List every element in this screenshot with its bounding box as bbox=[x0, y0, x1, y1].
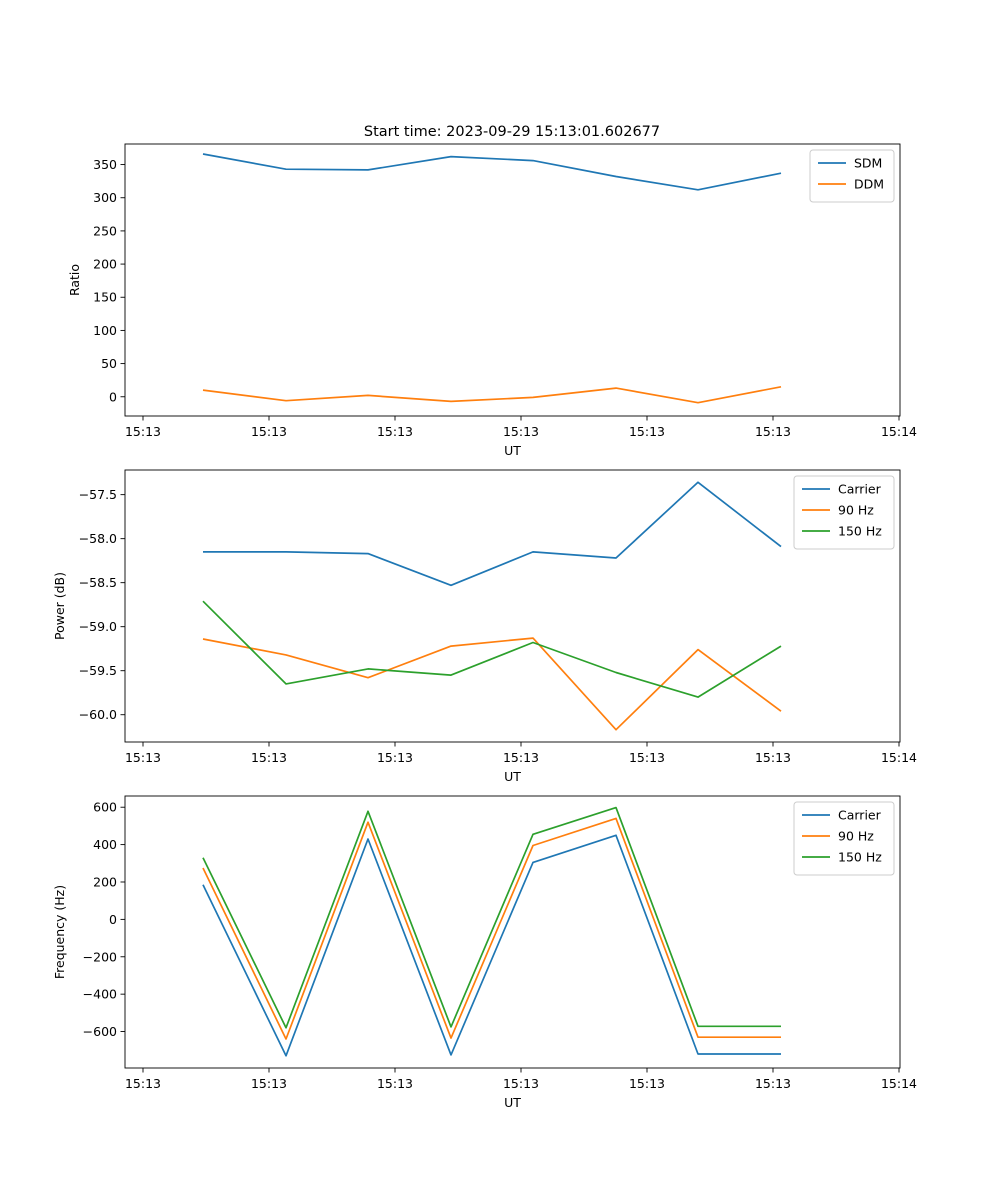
legend: SDM DDM bbox=[809, 149, 895, 203]
x-tick-label: 15:13 bbox=[377, 1076, 413, 1091]
series-line-carrier bbox=[202, 834, 781, 1057]
axes-frame bbox=[124, 143, 901, 417]
y-tick-label: 350 bbox=[93, 157, 117, 172]
series-line-90-hz bbox=[202, 817, 781, 1040]
x-tick-label: 15:13 bbox=[755, 1076, 791, 1091]
legend-label: Carrier bbox=[838, 808, 882, 823]
x-tick-label: 15:14 bbox=[881, 1076, 917, 1091]
series-line-ddm bbox=[202, 385, 782, 404]
y-axis-label: Ratio bbox=[67, 264, 82, 296]
x-tick-label: 15:13 bbox=[251, 1076, 287, 1091]
y-tick-label: 200 bbox=[93, 257, 117, 272]
y-tick-label: 400 bbox=[93, 837, 117, 852]
series-line-90-hz bbox=[202, 637, 782, 731]
x-tick-label: 15:13 bbox=[125, 424, 161, 439]
x-tick-label: 15:14 bbox=[881, 750, 917, 765]
series-line-sdm bbox=[202, 153, 782, 191]
y-tick-label: 50 bbox=[101, 356, 117, 371]
y-tick-label: 600 bbox=[93, 800, 117, 815]
y-axis-label: Power (dB) bbox=[52, 572, 67, 640]
figure-title: Start time: 2023-09-29 15:13:01.602677 bbox=[364, 124, 660, 140]
legend-label: SDM bbox=[854, 156, 882, 171]
legend-label: Carrier bbox=[838, 482, 882, 497]
chart-panel-1: 15:13 15:13 15:13 15:13 15:13 15:13 15:14 0 50 10… bbox=[67, 143, 917, 458]
y-tick-label: −59.0 bbox=[79, 619, 117, 634]
y-tick-label: −60.0 bbox=[79, 707, 117, 722]
legend-label: 90 Hz bbox=[838, 829, 874, 844]
y-tick-label: 150 bbox=[93, 290, 117, 305]
series-line-150-hz bbox=[202, 806, 781, 1029]
chart-panels: 15:13 15:13 15:13 15:13 15:13 15:13 15:14 0 50 10… bbox=[52, 143, 917, 1110]
x-tick-label: 15:14 bbox=[881, 424, 917, 439]
x-tick-label: 15:13 bbox=[629, 750, 665, 765]
y-tick-label: −59.5 bbox=[79, 663, 117, 678]
chart-panel-3: 15:13 15:13 15:13 15:13 15:13 15:13 15:14 −600 −… bbox=[52, 795, 917, 1110]
legend-label: 90 Hz bbox=[838, 503, 874, 518]
legend: Carrier 90 Hz 150 Hz bbox=[793, 475, 895, 550]
x-tick-label: 15:13 bbox=[377, 750, 413, 765]
y-tick-label: 200 bbox=[93, 874, 117, 889]
x-axis-label: UT bbox=[504, 769, 521, 784]
legend: Carrier 90 Hz 150 Hz bbox=[793, 801, 895, 876]
y-tick-label: −58.0 bbox=[79, 531, 117, 546]
y-tick-label: 250 bbox=[93, 223, 117, 238]
y-tick-label: −57.5 bbox=[79, 487, 117, 502]
x-tick-label: 15:13 bbox=[503, 424, 539, 439]
y-tick-label: −200 bbox=[83, 949, 117, 964]
y-tick-label: 300 bbox=[93, 190, 117, 205]
x-tick-label: 15:13 bbox=[251, 750, 287, 765]
y-tick-label: 0 bbox=[109, 912, 117, 927]
x-tick-label: 15:13 bbox=[755, 424, 791, 439]
legend-label: 150 Hz bbox=[838, 850, 882, 865]
series-line-carrier bbox=[203, 481, 782, 587]
x-tick-label: 15:13 bbox=[125, 750, 161, 765]
x-tick-label: 15:13 bbox=[377, 424, 413, 439]
legend-label: DDM bbox=[854, 177, 884, 192]
x-axis-label: UT bbox=[504, 1095, 521, 1110]
chart-panel-2: 15:13 15:13 15:13 15:13 15:13 15:13 15:14 −60.0… bbox=[52, 469, 917, 784]
x-tick-label: 15:13 bbox=[503, 1076, 539, 1091]
x-tick-label: 15:13 bbox=[503, 750, 539, 765]
y-axis-label: Frequency (Hz) bbox=[52, 885, 67, 979]
y-tick-label: −400 bbox=[83, 987, 117, 1002]
x-tick-label: 15:13 bbox=[251, 424, 287, 439]
y-tick-label: −600 bbox=[83, 1024, 117, 1039]
y-tick-label: 100 bbox=[93, 323, 117, 338]
axes-frame bbox=[124, 469, 901, 743]
axes-frame bbox=[124, 795, 901, 1069]
x-tick-label: 15:13 bbox=[629, 1076, 665, 1091]
x-tick-label: 15:13 bbox=[755, 750, 791, 765]
y-tick-label: 0 bbox=[109, 389, 117, 404]
y-tick-label: −58.5 bbox=[79, 575, 117, 590]
x-tick-label: 15:13 bbox=[629, 424, 665, 439]
x-axis-label: UT bbox=[504, 443, 521, 458]
x-tick-label: 15:13 bbox=[125, 1076, 161, 1091]
legend-label: 150 Hz bbox=[838, 524, 882, 539]
series-line-150-hz bbox=[202, 600, 782, 698]
